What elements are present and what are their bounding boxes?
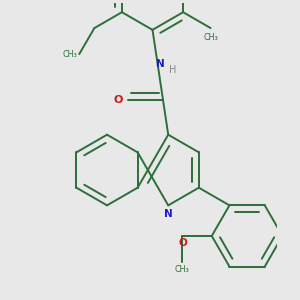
Text: O: O [178, 238, 187, 248]
Text: O: O [114, 95, 123, 105]
Text: CH₃: CH₃ [203, 33, 218, 42]
Text: H: H [169, 64, 177, 74]
Text: CH₃: CH₃ [174, 265, 189, 274]
Text: N: N [156, 58, 164, 69]
Text: N: N [164, 209, 172, 220]
Text: CH₃: CH₃ [62, 50, 77, 58]
